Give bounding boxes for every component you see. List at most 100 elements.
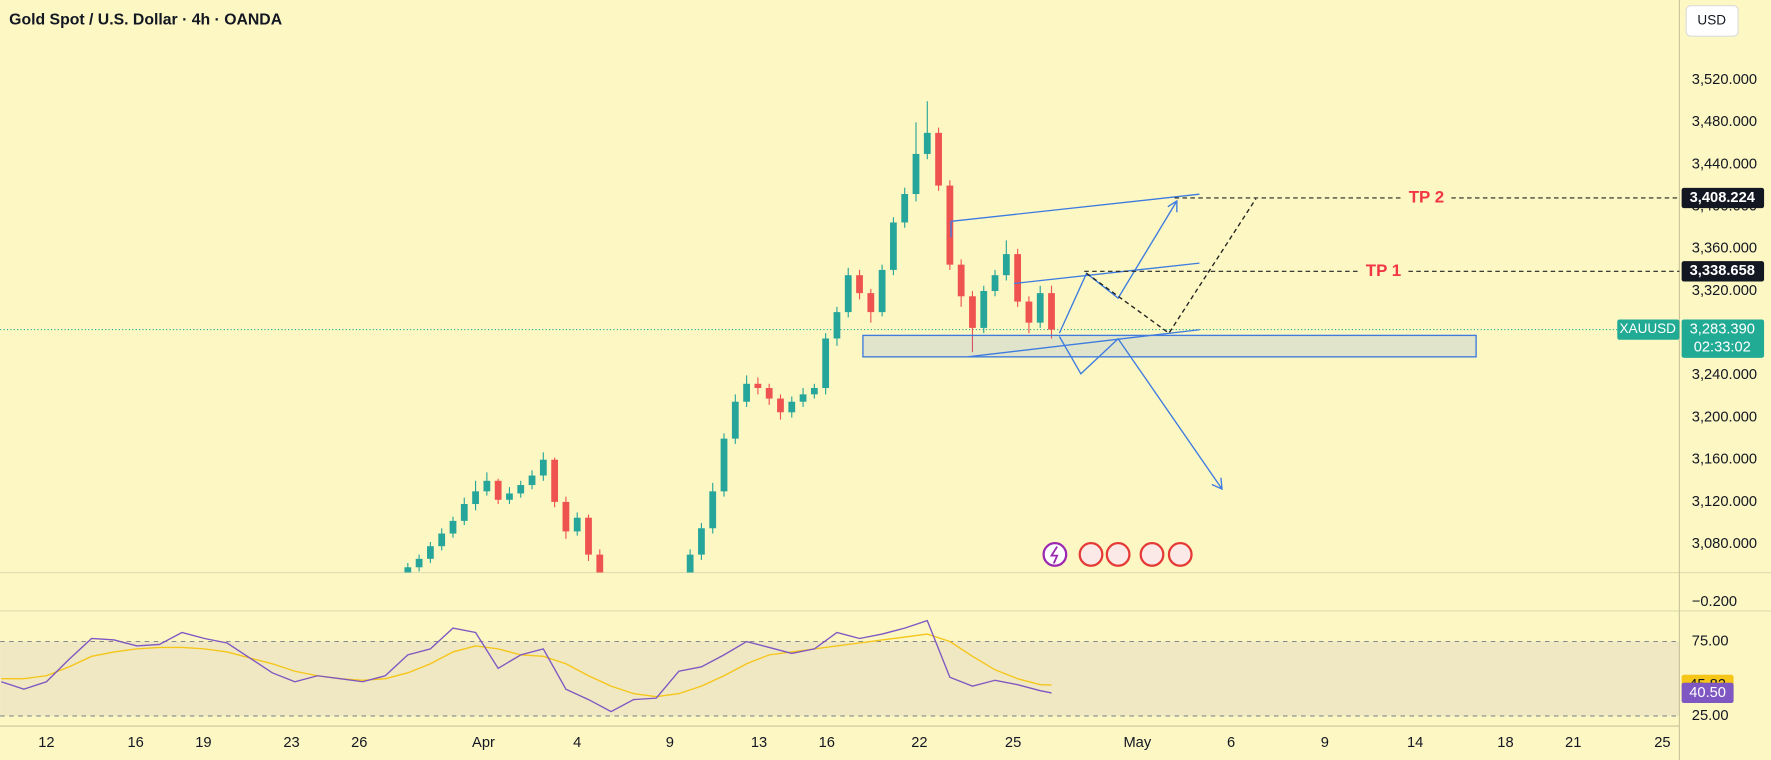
event-icon-glyph — [1049, 546, 1059, 564]
candle-body — [833, 312, 841, 339]
event-icon — [1105, 542, 1131, 567]
candle-body — [844, 275, 852, 313]
support-zone — [862, 334, 1477, 358]
candle-body — [449, 520, 457, 534]
symbol-tag: XAUUSD — [1620, 321, 1677, 336]
price-tag: 3,408.224 — [1690, 190, 1756, 206]
x-tick-label: 19 — [195, 735, 211, 751]
event-icons — [1042, 542, 1193, 567]
candle-body — [856, 275, 863, 294]
y-tick-label: 3,520.000 — [1692, 72, 1757, 88]
x-tick-label: Apr — [472, 735, 495, 751]
candle-body — [596, 554, 604, 573]
candle-body — [946, 185, 954, 265]
x-tick-label: 22 — [911, 735, 927, 751]
candle-body — [506, 493, 513, 500]
y-tick-label: 3,480.000 — [1692, 114, 1757, 130]
y-tick-label: 3,160.000 — [1692, 452, 1757, 468]
candle-body — [754, 383, 762, 389]
candle-body — [867, 293, 875, 313]
currency-button[interactable] — [1685, 5, 1739, 37]
candle-body — [494, 480, 502, 500]
candle-body — [743, 383, 750, 402]
candle-body — [822, 338, 830, 389]
candle-body — [585, 517, 592, 555]
event-icon — [1078, 542, 1104, 567]
candle-body — [991, 275, 999, 292]
candle-body — [698, 528, 705, 555]
x-tick-label: 9 — [1321, 735, 1329, 751]
candle-body — [1048, 293, 1055, 330]
candle-body — [1036, 293, 1044, 323]
rsi-line — [1, 633, 1052, 698]
candle-body — [404, 567, 412, 573]
x-tick-label: 14 — [1407, 735, 1423, 751]
target-name: TP 2 — [1409, 187, 1444, 206]
candle-body — [1025, 301, 1033, 323]
price-tag-bg — [1681, 261, 1765, 282]
symbol-tag-bg — [1617, 319, 1680, 340]
candle-body — [901, 194, 909, 223]
candle-body — [709, 491, 717, 529]
candle-body — [472, 491, 479, 505]
x-tick-label: 25 — [1005, 735, 1021, 751]
candle-body — [483, 480, 491, 492]
candle-body — [923, 132, 931, 154]
x-tick-label: 9 — [666, 735, 674, 751]
candle-body — [1002, 254, 1010, 276]
last-price: 3,283.390 — [1690, 321, 1755, 337]
candle-body — [573, 517, 581, 532]
rsi-value-label: 40.50 — [1689, 685, 1726, 701]
candle-body — [912, 153, 920, 195]
candle-body — [810, 388, 818, 395]
x-tick-label: 26 — [351, 735, 367, 751]
rsi-line — [1, 619, 1052, 713]
candle-body — [528, 475, 536, 486]
event-icon — [1042, 542, 1068, 567]
candle-body — [438, 533, 446, 547]
candle-body — [517, 485, 525, 494]
event-icon — [1139, 542, 1165, 567]
candle-body — [799, 394, 807, 402]
chart-title: Gold Spot / U.S. Dollar · 4h · OANDA — [9, 11, 282, 28]
price-tag: 3,338.658 — [1690, 263, 1755, 279]
rsi-band — [0, 641, 1680, 716]
currency-label[interactable]: USD — [1697, 12, 1726, 27]
candle-body — [1014, 254, 1022, 302]
target-label-bg — [1401, 187, 1452, 209]
last-price-bg — [1681, 319, 1765, 358]
channel-line — [950, 193, 1200, 223]
rsi-value-bg — [1681, 682, 1734, 704]
candle-body — [969, 296, 976, 328]
y-tick-label: 3,320.000 — [1692, 283, 1757, 299]
x-tick-label: 16 — [819, 735, 835, 751]
projection-path — [1086, 198, 1257, 335]
candle-body — [539, 459, 547, 476]
candle-body — [935, 132, 942, 186]
drawings — [862, 193, 1477, 491]
y-tick-label: 3,240.000 — [1692, 367, 1757, 383]
event-icon — [1167, 542, 1193, 567]
x-tick-label: 16 — [127, 735, 143, 751]
channel-line — [1014, 262, 1200, 285]
x-tick-label: 13 — [751, 735, 767, 751]
arrow-head — [1167, 199, 1178, 213]
target-name: TP 1 — [1366, 261, 1401, 280]
candle-body — [720, 438, 728, 492]
candle-body — [731, 401, 739, 439]
candles — [0, 101, 1680, 573]
candle-body — [777, 398, 784, 413]
y-tick-label: 3,080.000 — [1692, 536, 1757, 552]
x-tick-label: 25 — [1654, 735, 1670, 751]
candle-body — [890, 222, 897, 270]
bearish-path — [1058, 336, 1223, 490]
candle-body — [957, 264, 965, 297]
x-tick-label: 12 — [38, 735, 54, 751]
y-tick-label: 3,120.000 — [1692, 494, 1757, 510]
pane-top-label: −0.200 — [1692, 594, 1737, 610]
candle-body — [562, 501, 570, 532]
x-tick-label: 18 — [1497, 735, 1513, 751]
candle-body — [415, 558, 423, 568]
